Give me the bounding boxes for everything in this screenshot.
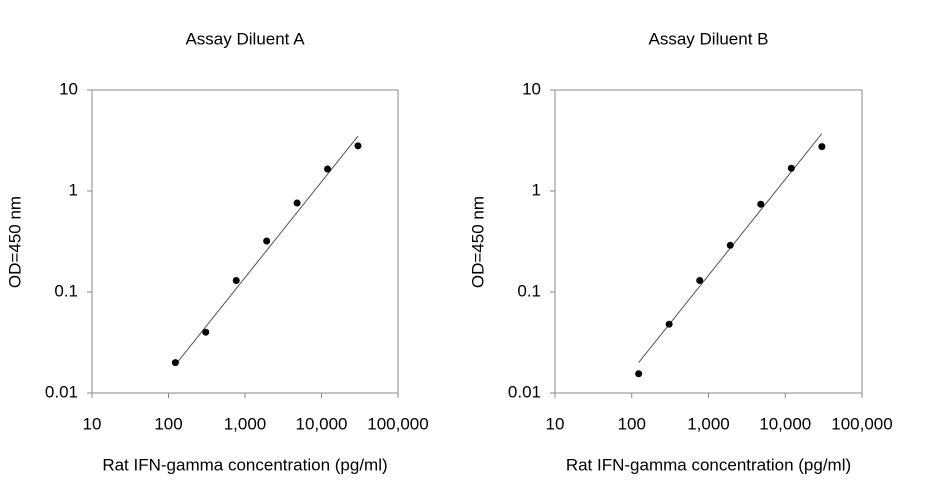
x-tick-label: 10,000: [759, 414, 811, 433]
x-axis-label: Rat IFN-gamma concentration (pg/ml): [566, 455, 851, 474]
data-point: [665, 320, 673, 328]
y-axis-label: OD=450 nm: [468, 196, 487, 288]
y-tick-label: 0.1: [54, 281, 78, 300]
chart-title: Assay Diluent A: [185, 29, 305, 48]
y-tick-label: 1: [532, 180, 541, 199]
data-point: [787, 164, 795, 172]
x-tick-label: 1,000: [687, 414, 730, 433]
data-point: [818, 143, 826, 151]
y-tick-label: 0.01: [508, 382, 541, 401]
y-tick-label: 10: [522, 79, 541, 98]
x-tick-label: 10,000: [296, 414, 348, 433]
chart-title: Assay Diluent B: [649, 29, 769, 48]
data-point: [635, 370, 643, 378]
data-point: [263, 237, 271, 245]
data-point: [232, 276, 240, 284]
data-point: [757, 200, 765, 208]
x-tick-label: 10: [83, 414, 102, 433]
x-axis-label: Rat IFN-gamma concentration (pg/ml): [102, 455, 387, 474]
y-tick-label: 10: [59, 79, 78, 98]
plot-frame: [554, 89, 863, 394]
data-point: [293, 199, 301, 207]
data-point: [324, 165, 332, 173]
data-point: [202, 328, 210, 336]
y-tick-label: 0.1: [517, 281, 541, 300]
data-point: [726, 241, 734, 249]
y-tick-label: 0.01: [45, 382, 78, 401]
y-axis-label: OD=450 nm: [5, 196, 24, 288]
x-tick-label: 100,000: [831, 414, 892, 433]
trend-line: [174, 135, 359, 366]
x-tick-label: 1,000: [224, 414, 267, 433]
x-tick-label: 100,000: [367, 414, 428, 433]
data-point: [696, 276, 704, 284]
x-tick-label: 10: [546, 414, 565, 433]
x-tick-label: 100: [154, 414, 182, 433]
y-tick-label: 1: [69, 180, 78, 199]
data-point: [171, 359, 179, 367]
x-tick-label: 100: [618, 414, 646, 433]
plot-frame: [91, 89, 399, 394]
data-point: [354, 142, 362, 150]
